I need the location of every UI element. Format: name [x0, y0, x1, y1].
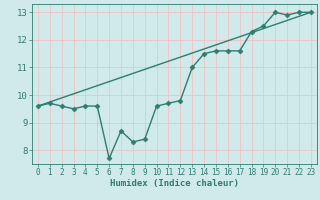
X-axis label: Humidex (Indice chaleur): Humidex (Indice chaleur) [110, 179, 239, 188]
